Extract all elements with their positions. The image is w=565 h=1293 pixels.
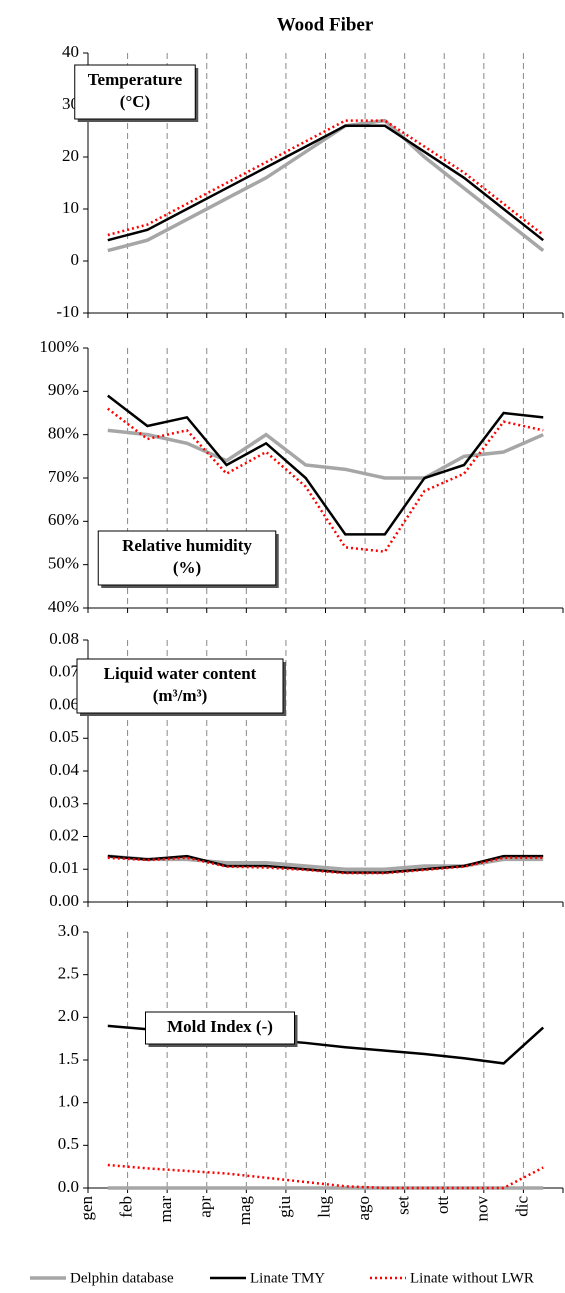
y-tick-label: -10 bbox=[56, 302, 79, 321]
series-line bbox=[107, 407, 544, 553]
y-tick-label: 0.00 bbox=[49, 891, 79, 910]
annotation: (%) bbox=[173, 558, 201, 577]
y-tick-label: 0.05 bbox=[49, 727, 79, 746]
y-tick-label: 100% bbox=[39, 337, 79, 356]
y-tick-label: 70% bbox=[48, 467, 79, 486]
annotation-box bbox=[145, 1011, 295, 1045]
y-tick-label: 0.0 bbox=[58, 1177, 79, 1196]
y-tick-label: 10 bbox=[62, 198, 79, 217]
annotation-box bbox=[97, 530, 277, 586]
legend-label: Linate without LWR bbox=[410, 1270, 534, 1286]
series-line bbox=[107, 118, 545, 253]
x-tick-label: set bbox=[394, 1196, 413, 1215]
y-tick-label: 80% bbox=[48, 424, 79, 443]
y-tick-label: 1.0 bbox=[58, 1092, 79, 1111]
x-tick-label: lug bbox=[314, 1196, 333, 1218]
series-line bbox=[107, 124, 544, 242]
annotation: (m³/m³) bbox=[153, 686, 208, 705]
y-tick-label: 0.01 bbox=[49, 858, 79, 877]
annotation: (°C) bbox=[120, 92, 150, 111]
x-tick-label: dic bbox=[512, 1196, 531, 1217]
annotation: Relative humidity bbox=[122, 536, 252, 555]
x-tick-label: mag bbox=[235, 1196, 254, 1226]
x-tick-label: nov bbox=[473, 1196, 492, 1222]
annotation: Temperature bbox=[88, 70, 183, 89]
y-tick-label: 0.06 bbox=[49, 694, 79, 713]
x-tick-label: ott bbox=[433, 1196, 452, 1214]
annotation-box bbox=[74, 64, 196, 120]
legend-label: Delphin database bbox=[70, 1270, 174, 1286]
annotation: Liquid water content bbox=[104, 664, 257, 683]
y-tick-label: 50% bbox=[48, 554, 79, 573]
x-tick-label: gen bbox=[77, 1196, 96, 1221]
y-tick-label: 40 bbox=[62, 42, 79, 61]
y-tick-label: 0.04 bbox=[49, 760, 79, 779]
y-tick-label: 0 bbox=[71, 250, 80, 269]
x-tick-label: feb bbox=[116, 1196, 135, 1218]
x-tick-label: ago bbox=[354, 1196, 373, 1221]
y-tick-label: 0.07 bbox=[49, 662, 79, 681]
y-tick-label: 60% bbox=[48, 510, 79, 529]
y-tick-label: 1.5 bbox=[58, 1049, 79, 1068]
y-tick-label: 2.5 bbox=[58, 964, 79, 983]
y-tick-label: 0.08 bbox=[49, 629, 79, 648]
legend-label: Linate TMY bbox=[250, 1270, 325, 1286]
y-tick-label: 2.0 bbox=[58, 1006, 79, 1025]
x-tick-label: apr bbox=[196, 1196, 215, 1218]
x-tick-label: giu bbox=[275, 1196, 294, 1218]
y-tick-label: 3.0 bbox=[58, 921, 79, 940]
chart-title: Wood Fiber bbox=[277, 14, 374, 35]
annotation-box bbox=[76, 658, 284, 714]
y-tick-label: 0.02 bbox=[49, 825, 79, 844]
series-line bbox=[107, 854, 544, 874]
series-line bbox=[107, 394, 544, 536]
y-tick-label: 40% bbox=[48, 597, 79, 616]
y-tick-label: 0.03 bbox=[49, 793, 79, 812]
y-tick-label: 0.5 bbox=[58, 1134, 79, 1153]
y-tick-label: 90% bbox=[48, 380, 79, 399]
y-tick-label: 20 bbox=[62, 146, 79, 165]
annotation: Mold Index (-) bbox=[167, 1017, 273, 1036]
x-tick-label: mar bbox=[156, 1196, 175, 1223]
